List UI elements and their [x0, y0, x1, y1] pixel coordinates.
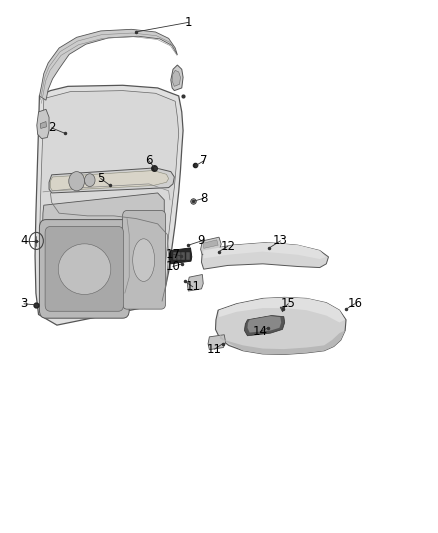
Text: 8: 8 [200, 192, 207, 205]
Text: 2: 2 [48, 122, 56, 134]
Ellipse shape [133, 239, 155, 281]
Bar [181, 252, 185, 260]
Polygon shape [170, 248, 192, 264]
Polygon shape [171, 65, 183, 91]
Polygon shape [35, 85, 183, 325]
Polygon shape [42, 193, 164, 313]
Polygon shape [203, 243, 326, 259]
Polygon shape [39, 91, 179, 316]
Polygon shape [40, 122, 46, 128]
Text: 1: 1 [184, 16, 192, 29]
Bar [173, 252, 177, 260]
Text: 3: 3 [21, 297, 28, 310]
Circle shape [85, 174, 95, 187]
Polygon shape [219, 297, 345, 322]
Polygon shape [244, 316, 285, 336]
Polygon shape [50, 171, 169, 191]
Text: 16: 16 [347, 297, 362, 310]
Polygon shape [201, 237, 221, 255]
FancyBboxPatch shape [123, 211, 166, 309]
Text: 15: 15 [281, 297, 296, 310]
Text: 10: 10 [166, 260, 180, 273]
Polygon shape [201, 243, 328, 269]
Polygon shape [49, 168, 174, 193]
Text: 13: 13 [273, 235, 288, 247]
FancyBboxPatch shape [45, 227, 124, 311]
Circle shape [69, 172, 85, 191]
Text: 17: 17 [166, 248, 180, 261]
Bar [177, 252, 181, 260]
Text: 5: 5 [97, 172, 104, 185]
Polygon shape [247, 316, 281, 333]
Polygon shape [39, 29, 177, 100]
Polygon shape [220, 330, 345, 354]
Polygon shape [187, 274, 203, 291]
Text: 11: 11 [207, 343, 222, 356]
Text: 9: 9 [198, 235, 205, 247]
Text: 4: 4 [20, 235, 28, 247]
Text: 7: 7 [200, 155, 208, 167]
Polygon shape [37, 109, 49, 139]
Bar [186, 252, 190, 260]
Polygon shape [204, 240, 218, 248]
Polygon shape [215, 297, 346, 354]
FancyBboxPatch shape [39, 220, 129, 318]
Text: 6: 6 [145, 155, 153, 167]
Polygon shape [172, 70, 180, 86]
Text: 11: 11 [185, 280, 200, 293]
Text: 12: 12 [220, 240, 235, 253]
Ellipse shape [58, 244, 111, 294]
Polygon shape [208, 335, 226, 350]
Text: 14: 14 [253, 325, 268, 338]
